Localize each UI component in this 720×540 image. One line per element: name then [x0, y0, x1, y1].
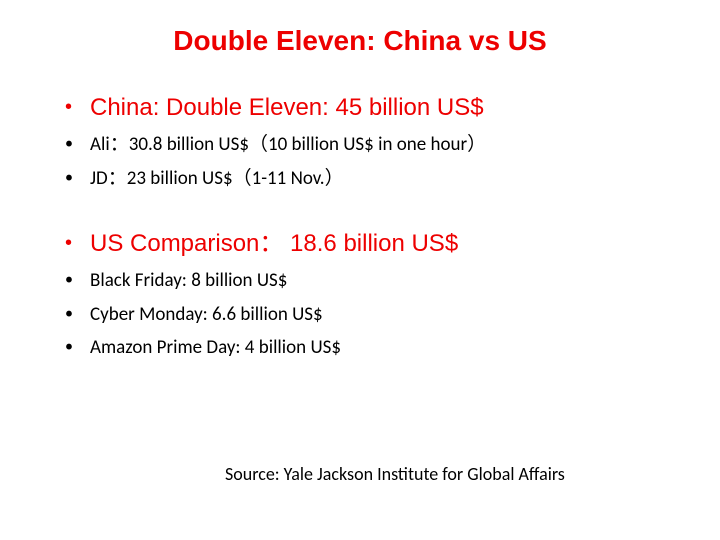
list-item: Black Friday: 8 billion US$ — [65, 268, 670, 294]
source-citation: Source: Yale Jackson Institute for Globa… — [225, 463, 565, 485]
list-item: JD：23 billion US$（1-11 Nov.） — [65, 166, 670, 192]
section1-heading: China: Double Eleven: 45 billion US$ — [65, 92, 670, 124]
spacer — [50, 200, 670, 228]
list-item: Cyber Monday: 6.6 billion US$ — [65, 302, 670, 328]
list-item: Amazon Prime Day: 4 billion US$ — [65, 335, 670, 361]
bullet-list: US Comparison： 18.6 billion US$ Black Fr… — [50, 228, 670, 361]
slide-title: Double Eleven: China vs US — [50, 25, 670, 57]
bullet-list: China: Double Eleven: 45 billion US$ Ali… — [50, 92, 670, 192]
list-item: Ali：30.8 billion US$（10 billion US$ in o… — [65, 132, 670, 158]
section2-heading: US Comparison： 18.6 billion US$ — [65, 228, 670, 260]
